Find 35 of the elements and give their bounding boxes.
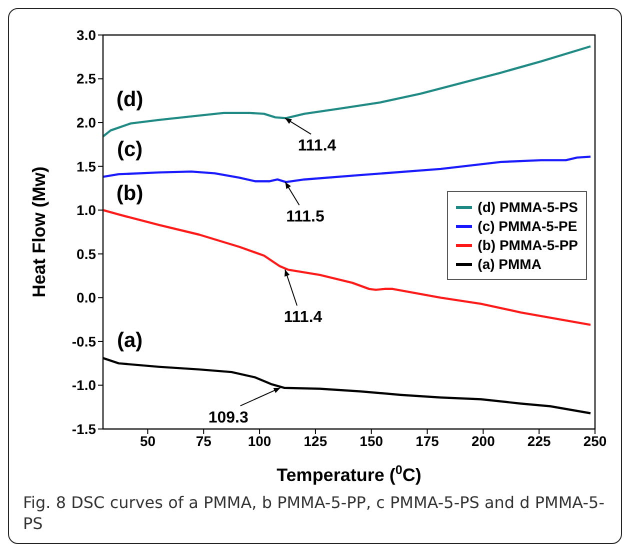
y-tick-label: -1.0 <box>72 377 96 394</box>
x-tick-label: 250 <box>583 432 607 449</box>
y-tick-label: 0.5 <box>76 246 96 262</box>
x-tick-label: 125 <box>304 432 328 449</box>
x-tick-label: 150 <box>360 432 384 449</box>
x-tick-label: 200 <box>472 432 496 449</box>
x-tick-label: 175 <box>416 432 440 449</box>
x-tick-label: 50 <box>140 432 156 449</box>
x-tick-label: 225 <box>527 432 551 449</box>
annotation: 111.4 <box>284 309 322 326</box>
legend-label: (d) PMMA-5-PS <box>478 199 578 215</box>
annotation: (a) <box>117 328 143 352</box>
legend-label: (a) PMMA <box>478 256 542 272</box>
y-tick-label: 2.5 <box>76 70 96 87</box>
annotation: (c) <box>117 138 143 162</box>
y-tick-label: 1.5 <box>76 158 96 174</box>
annotation: 111.4 <box>298 138 336 155</box>
annotation: (d) <box>116 88 144 112</box>
legend-label: (c) PMMA-5-PE <box>478 218 578 234</box>
x-tick-label: 100 <box>248 432 272 449</box>
y-tick-label: 0.0 <box>76 290 96 306</box>
line-series <box>103 45 592 138</box>
legend-label: (b) PMMA-5-PP <box>478 237 578 253</box>
y-tick-label: 3.0 <box>76 26 96 43</box>
y-tick-label: 2.0 <box>76 114 96 131</box>
y-tick-label: -0.5 <box>72 333 96 350</box>
y-tick-label: -1.5 <box>72 420 96 437</box>
annotation: 111.5 <box>286 208 324 226</box>
x-axis-title: Temperature ($^{0}$C) <box>276 463 422 485</box>
x-tick-label: 75 <box>196 432 212 449</box>
caption: Fig. 8 DSC curves of a PMMA, b PMMA-5-PP, c PMMA-5-PS and d PMMA-5-PS <box>22 492 606 535</box>
y-axis-title: Heat Flow (Mw) <box>29 166 49 298</box>
y-tick-label: 1.0 <box>76 202 96 218</box>
annotation: 109.3 <box>208 409 248 426</box>
annotation: (b) <box>116 182 144 205</box>
